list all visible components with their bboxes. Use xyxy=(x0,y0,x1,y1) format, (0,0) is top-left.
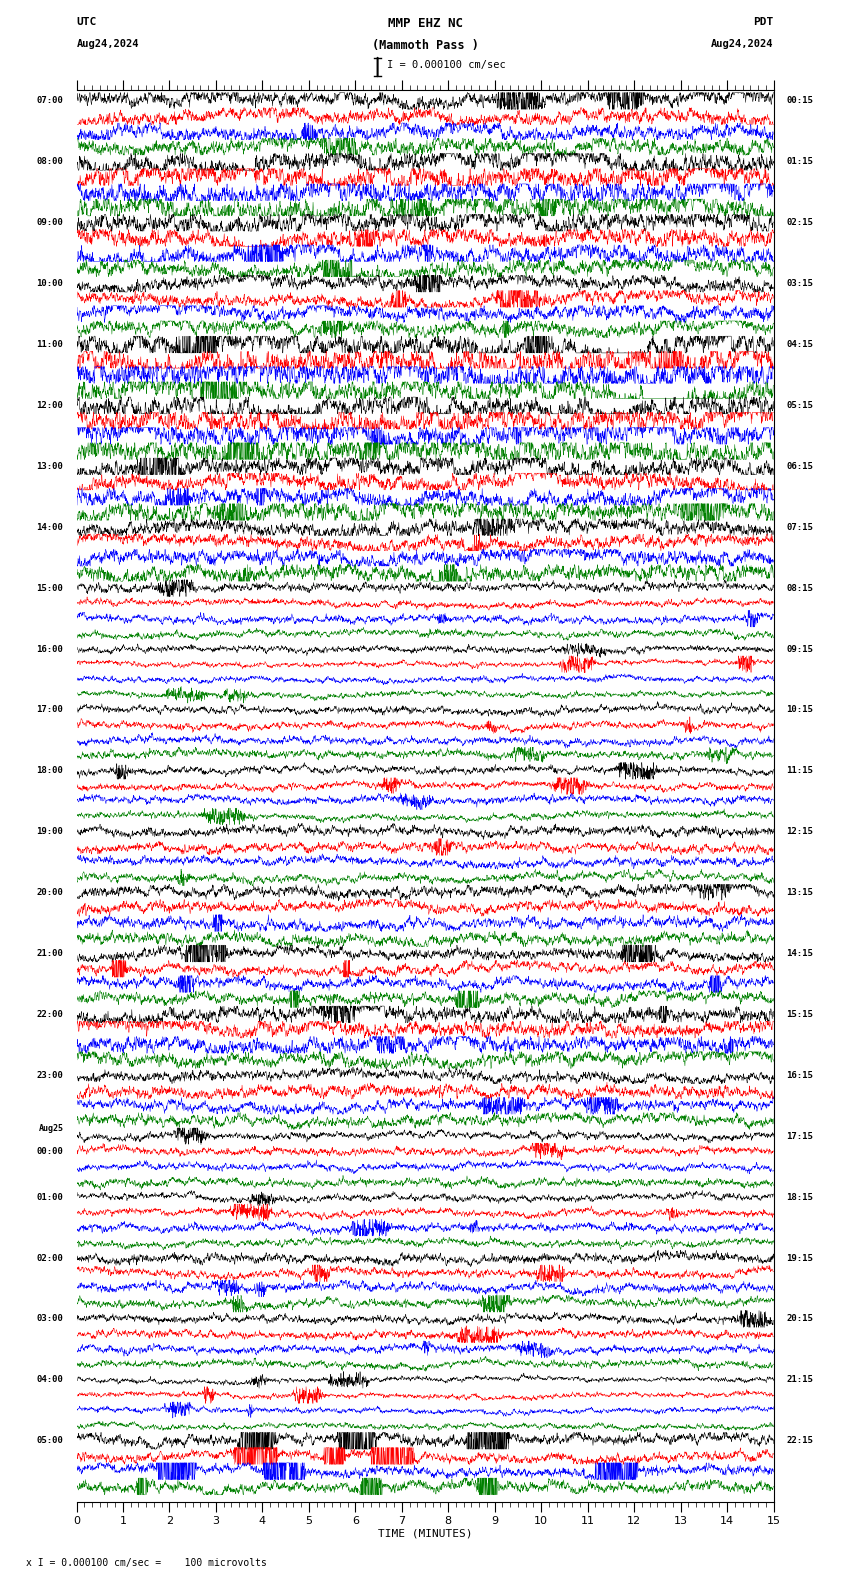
Text: 12:15: 12:15 xyxy=(786,827,813,836)
Text: 22:00: 22:00 xyxy=(37,1011,64,1019)
Text: 08:00: 08:00 xyxy=(37,157,64,166)
Text: 14:15: 14:15 xyxy=(786,949,813,958)
Text: 01:15: 01:15 xyxy=(786,157,813,166)
Text: 20:15: 20:15 xyxy=(786,1315,813,1324)
Text: 07:00: 07:00 xyxy=(37,97,64,106)
Text: 17:00: 17:00 xyxy=(37,705,64,714)
Text: 20:00: 20:00 xyxy=(37,889,64,897)
Text: x I = 0.000100 cm/sec =    100 microvolts: x I = 0.000100 cm/sec = 100 microvolts xyxy=(26,1559,266,1568)
Text: 00:00: 00:00 xyxy=(37,1147,64,1156)
Text: 21:15: 21:15 xyxy=(786,1375,813,1384)
Text: 04:15: 04:15 xyxy=(786,341,813,348)
Text: 03:00: 03:00 xyxy=(37,1315,64,1324)
Text: 19:00: 19:00 xyxy=(37,827,64,836)
Text: 10:15: 10:15 xyxy=(786,705,813,714)
Text: 10:00: 10:00 xyxy=(37,279,64,288)
Text: UTC: UTC xyxy=(76,17,97,27)
Text: 09:00: 09:00 xyxy=(37,219,64,227)
Text: 04:00: 04:00 xyxy=(37,1375,64,1384)
Text: 02:15: 02:15 xyxy=(786,219,813,227)
Text: I = 0.000100 cm/sec: I = 0.000100 cm/sec xyxy=(387,60,506,70)
Text: 15:00: 15:00 xyxy=(37,583,64,592)
Text: 01:00: 01:00 xyxy=(37,1193,64,1202)
Text: Aug24,2024: Aug24,2024 xyxy=(76,40,139,49)
Text: 13:00: 13:00 xyxy=(37,463,64,470)
Text: (Mammoth Pass ): (Mammoth Pass ) xyxy=(371,40,479,52)
Text: 22:15: 22:15 xyxy=(786,1437,813,1445)
Text: PDT: PDT xyxy=(753,17,774,27)
Text: 14:00: 14:00 xyxy=(37,523,64,532)
Text: 16:15: 16:15 xyxy=(786,1071,813,1080)
Text: 23:00: 23:00 xyxy=(37,1071,64,1080)
Text: 00:15: 00:15 xyxy=(786,97,813,106)
Text: 19:15: 19:15 xyxy=(786,1253,813,1262)
X-axis label: TIME (MINUTES): TIME (MINUTES) xyxy=(377,1529,473,1540)
Text: 07:15: 07:15 xyxy=(786,523,813,532)
Text: 05:15: 05:15 xyxy=(786,401,813,410)
Text: 02:00: 02:00 xyxy=(37,1253,64,1262)
Text: 12:00: 12:00 xyxy=(37,401,64,410)
Text: 18:15: 18:15 xyxy=(786,1193,813,1202)
Text: 11:15: 11:15 xyxy=(786,767,813,775)
Text: 15:15: 15:15 xyxy=(786,1011,813,1019)
Text: 06:15: 06:15 xyxy=(786,463,813,470)
Text: 17:15: 17:15 xyxy=(786,1131,813,1140)
Text: 09:15: 09:15 xyxy=(786,645,813,654)
Text: Aug25: Aug25 xyxy=(38,1125,64,1133)
Text: MMP EHZ NC: MMP EHZ NC xyxy=(388,17,462,30)
Text: Aug24,2024: Aug24,2024 xyxy=(711,40,774,49)
Text: 08:15: 08:15 xyxy=(786,583,813,592)
Text: 11:00: 11:00 xyxy=(37,341,64,348)
Text: 13:15: 13:15 xyxy=(786,889,813,897)
Text: 05:00: 05:00 xyxy=(37,1437,64,1445)
Text: 03:15: 03:15 xyxy=(786,279,813,288)
Text: 21:00: 21:00 xyxy=(37,949,64,958)
Text: 18:00: 18:00 xyxy=(37,767,64,775)
Text: 16:00: 16:00 xyxy=(37,645,64,654)
